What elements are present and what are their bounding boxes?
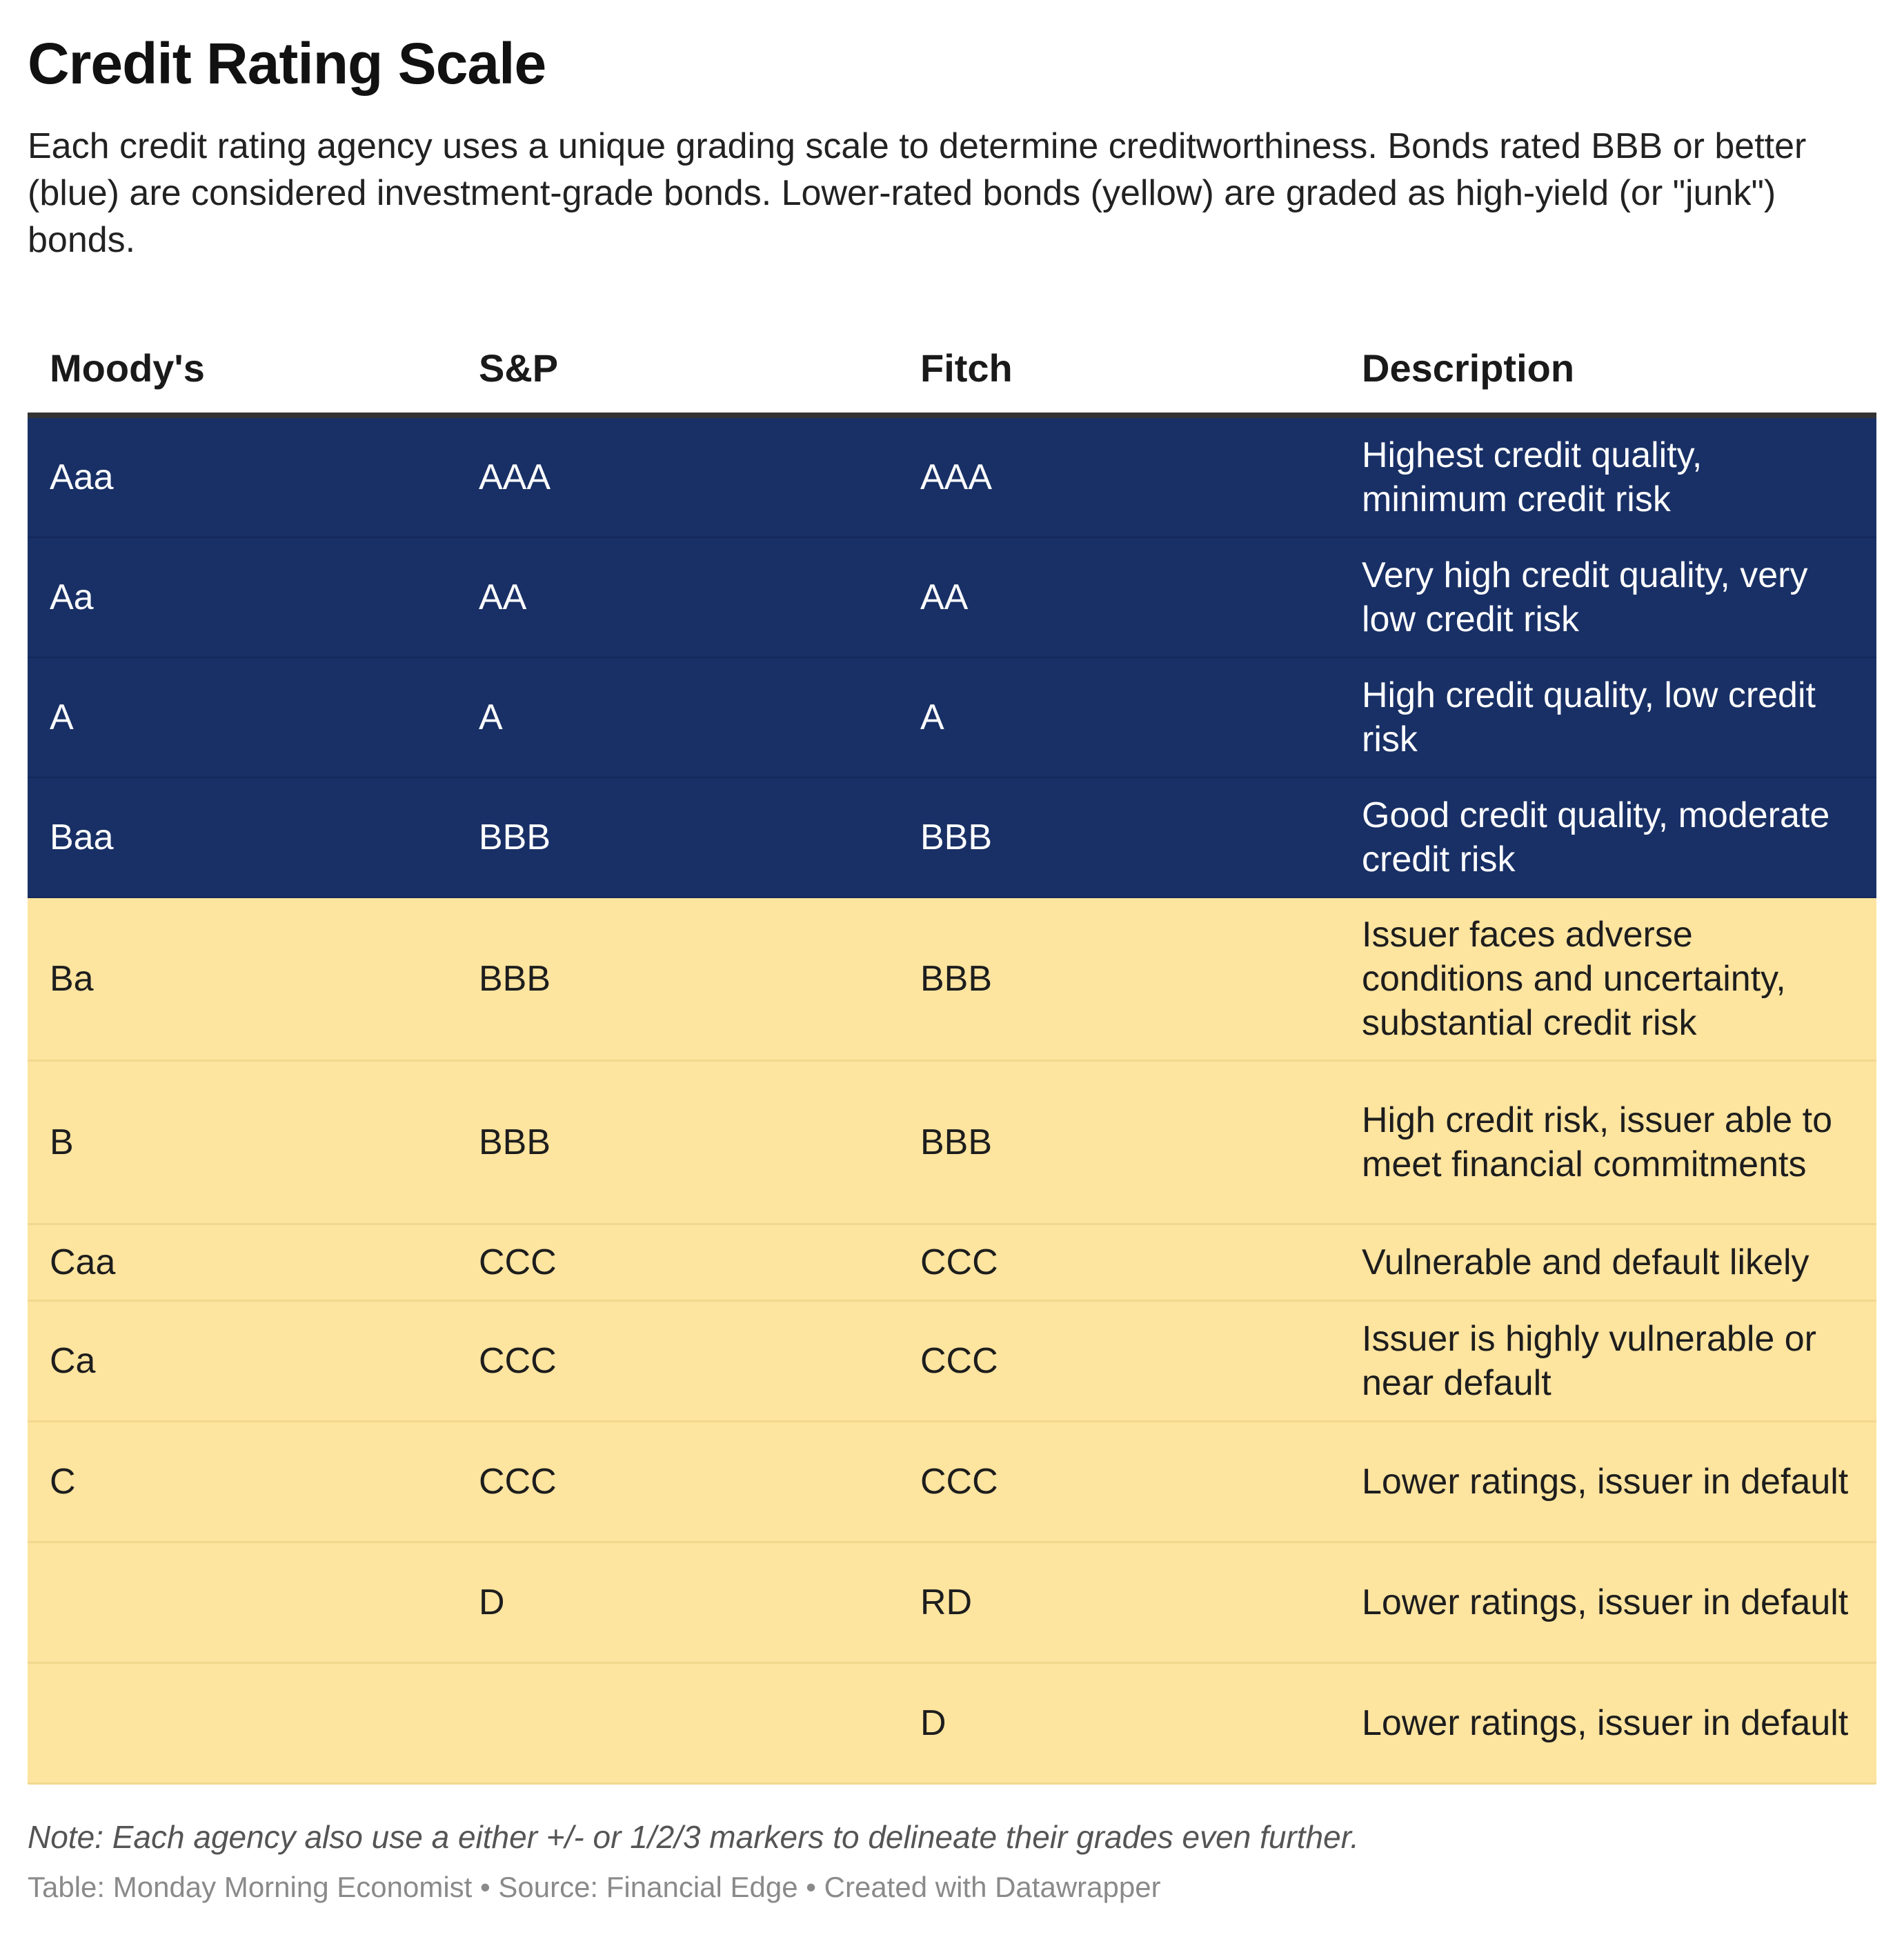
cell-sp: AA	[457, 537, 898, 658]
cell-fitch: BBB	[898, 777, 1340, 898]
cell-description: Highest credit quality, minimum credit r…	[1340, 415, 1876, 538]
cell-description: Lower ratings, issuer in default	[1340, 1421, 1876, 1543]
cell-description: Very high credit quality, very low credi…	[1340, 537, 1876, 658]
cell-description: Issuer is highly vulnerable or near defa…	[1340, 1300, 1876, 1422]
cell-fitch: BBB	[898, 1060, 1340, 1225]
table-row: D Lower ratings, issuer in default	[28, 1662, 1876, 1785]
header-sp: S&P	[457, 323, 898, 418]
cell-moodys: Baa	[28, 777, 457, 898]
cell-sp: BBB	[457, 1060, 898, 1225]
cell-moodys: Ca	[28, 1300, 457, 1422]
cell-moodys: Ba	[28, 897, 457, 1062]
cell-fitch: CCC	[898, 1300, 1340, 1422]
cell-sp: AAA	[457, 415, 898, 538]
cell-fitch: BBB	[898, 897, 1340, 1062]
table-row: C CCC CCC Lower ratings, issuer in defau…	[28, 1421, 1876, 1543]
cell-moodys: C	[28, 1421, 457, 1543]
header-fitch: Fitch	[898, 323, 1340, 418]
cell-description: Lower ratings, issuer in default	[1340, 1662, 1876, 1785]
cell-sp: BBB	[457, 777, 898, 898]
rating-table: Moody's S&P Fitch Description Aaa AAA AA…	[28, 323, 1876, 1785]
cell-description: Lower ratings, issuer in default	[1340, 1542, 1876, 1664]
chart-intro: Each credit rating agency uses a unique …	[28, 126, 1807, 260]
cell-moodys: Aa	[28, 537, 457, 658]
chart-title: Credit Rating Scale	[28, 31, 546, 96]
cell-moodys: Caa	[28, 1224, 457, 1302]
cell-moodys	[28, 1662, 457, 1785]
table-row: D RD Lower ratings, issuer in default	[28, 1542, 1876, 1664]
cell-sp: CCC	[457, 1421, 898, 1543]
cell-moodys: B	[28, 1060, 457, 1225]
cell-sp	[457, 1662, 898, 1785]
table-row: Ba BBB BBB Issuer faces adverse conditio…	[28, 897, 1876, 1062]
cell-fitch: CCC	[898, 1224, 1340, 1302]
cell-moodys: Aaa	[28, 415, 457, 538]
cell-description: High credit risk, issuer able to meet fi…	[1340, 1060, 1876, 1225]
table-row: B BBB BBB High credit risk, issuer able …	[28, 1060, 1876, 1225]
table-row: Caa CCC CCC Vulnerable and default likel…	[28, 1224, 1876, 1302]
cell-fitch: AAA	[898, 415, 1340, 538]
source-footer: Table: Monday Morning Economist • Source…	[28, 1871, 1161, 1903]
cell-fitch: AA	[898, 537, 1340, 658]
table-row: Aa AA AA Very high credit quality, very …	[28, 537, 1876, 658]
cell-fitch: D	[898, 1662, 1340, 1785]
table-note: Note: Each agency also use a either +/- …	[28, 1819, 1360, 1855]
cell-description: High credit quality, low credit risk	[1340, 657, 1876, 778]
cell-moodys: A	[28, 657, 457, 778]
cell-sp: CCC	[457, 1224, 898, 1302]
header-row: Moody's S&P Fitch Description	[28, 323, 1876, 418]
cell-description: Issuer faces adverse conditions and unce…	[1340, 897, 1876, 1062]
cell-sp: A	[457, 657, 898, 778]
header-description: Description	[1340, 323, 1876, 418]
cell-moodys	[28, 1542, 457, 1664]
cell-sp: D	[457, 1542, 898, 1664]
cell-fitch: CCC	[898, 1421, 1340, 1543]
table-row: Baa BBB BBB Good credit quality, moderat…	[28, 777, 1876, 898]
table-row: A A A High credit quality, low credit ri…	[28, 657, 1876, 778]
cell-sp: CCC	[457, 1300, 898, 1422]
table-row: Aaa AAA AAA Highest credit quality, mini…	[28, 415, 1876, 538]
table-header: Moody's S&P Fitch Description	[28, 323, 1876, 418]
cell-description: Vulnerable and default likely	[1340, 1224, 1876, 1302]
table-body: Aaa AAA AAA Highest credit quality, mini…	[28, 415, 1876, 1785]
table-row: Ca CCC CCC Issuer is highly vulnerable o…	[28, 1300, 1876, 1422]
cell-description: Good credit quality, moderate credit ris…	[1340, 777, 1876, 898]
cell-fitch: A	[898, 657, 1340, 778]
header-moodys: Moody's	[28, 323, 457, 418]
cell-sp: BBB	[457, 897, 898, 1062]
cell-fitch: RD	[898, 1542, 1340, 1664]
